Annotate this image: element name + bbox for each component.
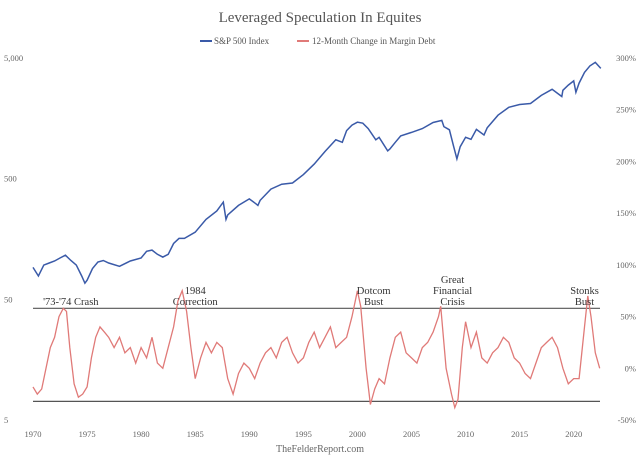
left-tick-label: 5 xyxy=(4,415,8,425)
right-tick-label: 0% xyxy=(625,363,636,373)
annotation-label: Great xyxy=(441,275,464,286)
left-tick-label: 500 xyxy=(4,174,17,184)
annotation-label: Correction xyxy=(173,297,219,308)
x-axis: 1970 1975 1980 1985 1990 1995 2000 2005 2010 2015… xyxy=(25,429,583,439)
x-tick-label: 1975 xyxy=(79,429,96,439)
right-tick-label: 100% xyxy=(616,260,636,270)
legend-label-margin-debt: 12-Month Change in Margin Debt xyxy=(312,36,436,46)
annotation-label: Financial xyxy=(433,286,472,297)
x-tick-label: 2005 xyxy=(403,429,420,439)
x-tick-label: 2010 xyxy=(457,429,474,439)
x-tick-label: 1990 xyxy=(241,429,258,439)
annotations: '73-'74 Crash1984CorrectionDotcomBustGre… xyxy=(43,275,599,308)
legend-label-sp500: S&P 500 Index xyxy=(214,36,270,46)
right-tick-label: 50% xyxy=(620,312,636,322)
annotation-label: '73-'74 Crash xyxy=(43,297,99,308)
right-tick-label: 150% xyxy=(616,208,636,218)
annotation-label: Crisis xyxy=(440,297,465,308)
x-tick-label: 2015 xyxy=(511,429,528,439)
right-tick-label: -50% xyxy=(618,415,636,425)
series-line-sp500 xyxy=(32,61,602,285)
annotation-label: Bust xyxy=(575,297,594,308)
legend: S&P 500 Index 12-Month Change in Margin … xyxy=(200,36,436,46)
series-line-margin-debt xyxy=(32,288,601,410)
x-tick-label: 1970 xyxy=(25,429,42,439)
x-tick-label: 2020 xyxy=(565,429,582,439)
annotation-label: Stonks xyxy=(570,286,599,297)
x-tick-label: 1985 xyxy=(187,429,204,439)
annotation-label: Dotcom xyxy=(357,286,391,297)
left-axis: 5,000 500 50 5 xyxy=(4,53,23,425)
annotation-label: Bust xyxy=(364,297,383,308)
right-tick-label: 300% xyxy=(616,53,636,63)
left-tick-label: 5,000 xyxy=(4,53,23,63)
right-tick-label: 250% xyxy=(616,105,636,115)
source-credit: TheFelderReport.com xyxy=(276,444,364,455)
right-tick-label: 200% xyxy=(616,156,636,166)
x-tick-label: 1980 xyxy=(133,429,150,439)
right-axis: 300% 250% 200% 150% 100% 50% 0% -50% xyxy=(616,53,636,425)
annotation-label: 1984 xyxy=(185,286,207,297)
x-tick-label: 2000 xyxy=(349,429,366,439)
left-tick-label: 50 xyxy=(4,294,13,304)
chart-title: Leveraged Speculation In Equites xyxy=(219,10,422,26)
x-tick-label: 1995 xyxy=(295,429,312,439)
